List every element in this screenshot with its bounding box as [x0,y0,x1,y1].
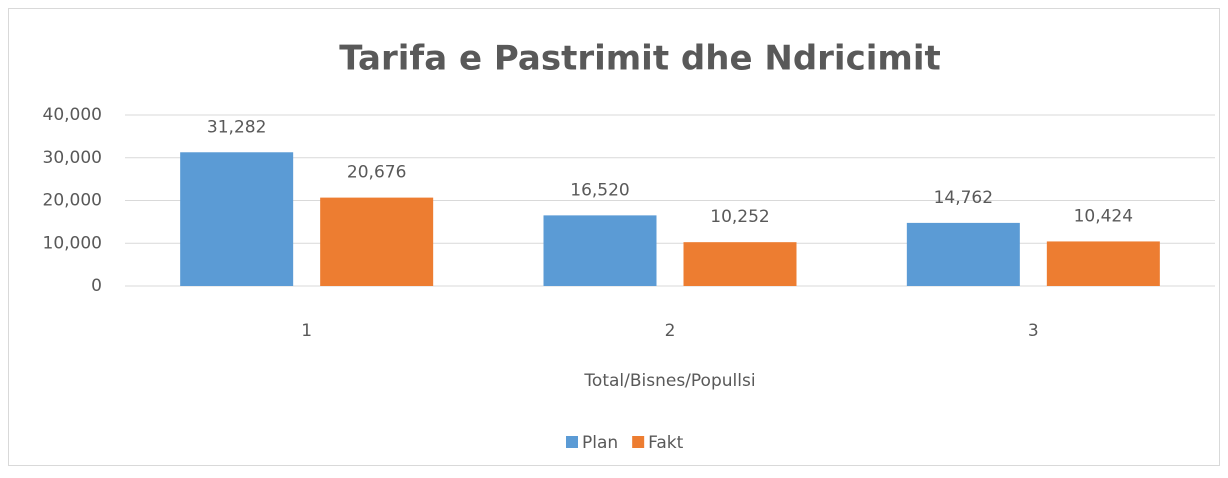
y-tick-label: 30,000 [43,148,102,168]
bar [320,197,434,286]
y-tick-label: 40,000 [43,105,102,125]
data-label: 10,252 [710,207,769,227]
x-tick-label: 2 [665,321,676,341]
data-label: 14,762 [934,188,993,208]
x-tick-label: 3 [1028,321,1039,341]
y-tick-label: 0 [91,276,102,296]
legend-swatch [632,436,645,448]
data-label: 10,424 [1074,206,1133,226]
legend-swatch [566,436,578,448]
legend-label: Fakt [648,433,683,453]
y-tick-label: 20,000 [43,191,102,211]
x-tick-label: 1 [301,321,312,341]
bar [543,215,657,286]
chart-title: Tarifa e Pastrimit dhe Ndricimit [339,39,940,79]
bar [906,222,1020,286]
y-tick-label: 10,000 [43,233,102,253]
data-label: 16,520 [570,180,629,200]
bar [180,152,294,286]
bar [683,242,797,286]
data-label: 20,676 [347,163,406,183]
legend-label: Plan [582,433,618,453]
data-label: 31,282 [207,117,266,137]
bar [1046,241,1160,286]
x-axis-label: Total/Bisnes/Popullsi [583,371,755,391]
